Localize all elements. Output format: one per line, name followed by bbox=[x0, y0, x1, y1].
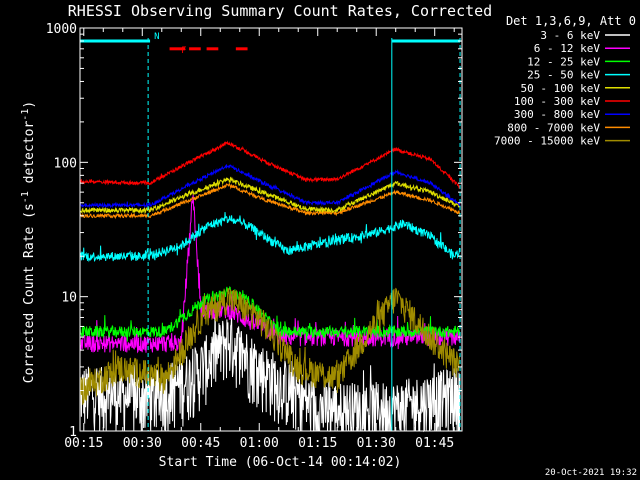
y-axis-label-main: Corrected Count Rate (s bbox=[22, 203, 37, 383]
legend-title: Det 1,3,6,9, Att 0 bbox=[506, 14, 636, 28]
footer-date: 20-Oct-2021 19:32 bbox=[545, 468, 637, 478]
legend-entry-label: 300 - 800 keV bbox=[514, 108, 600, 121]
series-line-7 bbox=[79, 182, 461, 220]
legend-entry-label: 6 - 12 keV bbox=[534, 42, 601, 55]
series-line-6 bbox=[79, 164, 461, 209]
y-axis-label-mid: detector bbox=[22, 121, 37, 192]
x-tick-label: 01:15 bbox=[298, 436, 337, 451]
y-tick-label: 10 bbox=[61, 291, 77, 306]
x-tick-label: 01:30 bbox=[357, 436, 396, 451]
legend-entry-label: 800 - 7000 keV bbox=[507, 121, 600, 134]
chart-title: RHESSI Observing Summary Count Rates, Co… bbox=[68, 2, 492, 20]
series-line-0 bbox=[79, 301, 461, 433]
y-tick-label: 1 bbox=[69, 425, 77, 440]
y-axis-label: Corrected Count Rate (s-1 detector-1) bbox=[20, 101, 37, 383]
flag-label-F: F bbox=[181, 46, 186, 56]
y-tick-label: 100 bbox=[54, 156, 77, 171]
x-tick-label: 00:30 bbox=[123, 436, 162, 451]
flag-label-N: N bbox=[154, 32, 159, 42]
x-tick-label: 00:15 bbox=[64, 436, 103, 451]
axes: 00:15 00:30 00:45 01:00 01:15 01:30 01:45 1 10 10… bbox=[46, 22, 463, 451]
y-axis-label-sup2: -1 bbox=[20, 109, 31, 121]
legend-entry-label: 50 - 100 keV bbox=[521, 82, 601, 95]
legend-entry-label: 100 - 300 keV bbox=[514, 95, 600, 108]
y-axis-label-sup1: -1 bbox=[20, 191, 31, 203]
series-line-5 bbox=[79, 140, 461, 190]
x-tick-label: 00:45 bbox=[181, 436, 220, 451]
series-line-4 bbox=[79, 176, 461, 215]
plot-area: NF bbox=[79, 32, 461, 433]
x-axis-label: Start Time (06-Oct-14 00:14:02) bbox=[159, 455, 402, 470]
series-line-8 bbox=[79, 287, 461, 407]
x-tick-label: 01:00 bbox=[240, 436, 279, 451]
plot-frame bbox=[79, 27, 463, 432]
series-line-2 bbox=[79, 286, 461, 342]
legend-entry-label: 7000 - 15000 keV bbox=[494, 135, 600, 148]
legend-entry-label: 12 - 25 keV bbox=[527, 55, 600, 68]
series-line-3 bbox=[79, 212, 461, 263]
x-tick-label: 01:45 bbox=[415, 436, 454, 451]
legend-entry-label: 25 - 50 keV bbox=[527, 69, 600, 82]
legend-entry-label: 3 - 6 keV bbox=[540, 29, 600, 42]
y-axis-label-end: ) bbox=[22, 101, 37, 109]
y-tick-label: 1000 bbox=[46, 22, 77, 37]
